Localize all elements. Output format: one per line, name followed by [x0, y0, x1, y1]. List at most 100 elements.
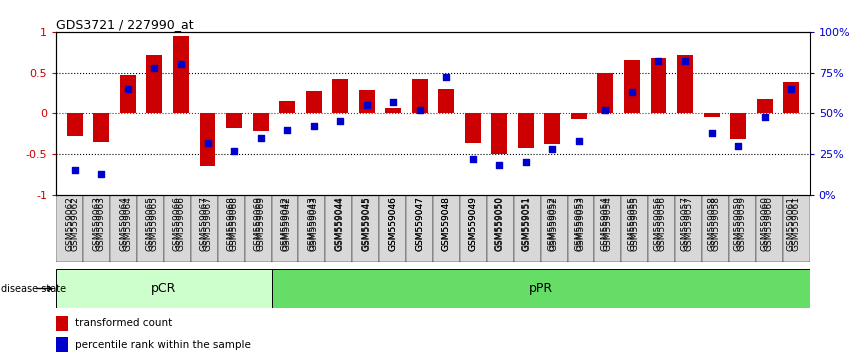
- Bar: [56, 269, 272, 308]
- Point: [466, 156, 480, 162]
- Bar: [433, 195, 460, 262]
- Bar: [567, 195, 594, 262]
- Text: GSM559066: GSM559066: [173, 196, 182, 251]
- Bar: [217, 195, 245, 262]
- Point: [227, 148, 241, 154]
- Bar: [465, 113, 481, 143]
- Bar: [571, 113, 587, 119]
- Text: GSM559044: GSM559044: [334, 196, 343, 251]
- Text: GSM559063: GSM559063: [92, 196, 101, 251]
- Bar: [359, 91, 375, 113]
- Point: [625, 89, 639, 95]
- Bar: [94, 113, 109, 142]
- Bar: [352, 195, 379, 262]
- Point: [705, 130, 719, 136]
- Text: GSM559057: GSM559057: [681, 196, 689, 251]
- Text: GSM559049: GSM559049: [469, 196, 478, 251]
- Bar: [173, 36, 189, 113]
- Bar: [594, 195, 621, 262]
- Text: GSM559061: GSM559061: [792, 196, 801, 251]
- Text: GSM559051: GSM559051: [521, 196, 530, 251]
- Text: GSM559042: GSM559042: [282, 196, 292, 251]
- Bar: [56, 316, 68, 331]
- Bar: [598, 73, 613, 113]
- Point: [413, 107, 427, 113]
- Bar: [491, 113, 507, 154]
- Bar: [460, 195, 487, 262]
- Bar: [411, 79, 428, 113]
- Bar: [110, 195, 137, 262]
- Text: GSM559045: GSM559045: [362, 196, 372, 251]
- Text: GSM559065: GSM559065: [146, 196, 155, 251]
- Text: GSM559057: GSM559057: [684, 196, 693, 251]
- Bar: [306, 91, 321, 113]
- Bar: [703, 113, 720, 118]
- Bar: [191, 195, 217, 262]
- Bar: [279, 101, 295, 113]
- Text: percentile rank within the sample: percentile rank within the sample: [75, 339, 251, 350]
- Text: GSM559058: GSM559058: [707, 196, 716, 251]
- Text: GSM559056: GSM559056: [657, 196, 666, 251]
- Bar: [299, 195, 326, 262]
- Bar: [540, 195, 567, 262]
- Text: GSM559053: GSM559053: [574, 196, 584, 251]
- Point: [359, 102, 373, 108]
- Text: GSM559043: GSM559043: [307, 196, 316, 251]
- Text: GSM559052: GSM559052: [548, 196, 557, 251]
- Bar: [487, 195, 514, 262]
- Text: pCR: pCR: [152, 282, 177, 295]
- Bar: [756, 195, 783, 262]
- Text: GSM559069: GSM559069: [254, 196, 262, 251]
- Text: GSM559058: GSM559058: [711, 196, 720, 251]
- Bar: [729, 195, 756, 262]
- Bar: [333, 79, 348, 113]
- Text: GSM559067: GSM559067: [200, 196, 209, 251]
- Bar: [624, 61, 640, 113]
- Point: [254, 135, 268, 141]
- Text: GSM559047: GSM559047: [415, 196, 424, 251]
- Point: [121, 86, 135, 92]
- Text: GSM559065: GSM559065: [150, 196, 159, 251]
- Text: disease state: disease state: [1, 284, 67, 293]
- Text: GSM559048: GSM559048: [442, 196, 451, 251]
- Text: GSM559049: GSM559049: [469, 196, 477, 251]
- Text: GSM559067: GSM559067: [203, 196, 212, 251]
- Point: [333, 119, 347, 124]
- Point: [758, 114, 772, 119]
- Bar: [649, 195, 675, 262]
- Bar: [67, 113, 83, 136]
- Text: transformed count: transformed count: [75, 318, 172, 329]
- Point: [94, 171, 108, 176]
- Text: GSM559069: GSM559069: [256, 196, 265, 251]
- Bar: [514, 195, 540, 262]
- Point: [493, 162, 507, 168]
- Text: GSM559060: GSM559060: [760, 196, 769, 251]
- Text: GSM559055: GSM559055: [630, 196, 639, 251]
- Bar: [518, 113, 533, 148]
- Bar: [730, 113, 746, 139]
- Text: GSM559061: GSM559061: [786, 196, 796, 251]
- Point: [651, 58, 665, 64]
- Text: GSM559059: GSM559059: [738, 196, 747, 251]
- Bar: [379, 195, 406, 262]
- Bar: [226, 113, 242, 128]
- Text: GDS3721 / 227990_at: GDS3721 / 227990_at: [56, 18, 194, 31]
- Text: GSM559050: GSM559050: [494, 196, 504, 251]
- Text: GSM559047: GSM559047: [415, 196, 424, 251]
- Text: GSM559043: GSM559043: [309, 196, 318, 251]
- Text: GSM559060: GSM559060: [765, 196, 774, 251]
- Bar: [622, 195, 649, 262]
- Bar: [56, 337, 68, 352]
- Bar: [650, 58, 667, 113]
- Point: [386, 99, 400, 105]
- Point: [174, 62, 188, 67]
- Text: GSM559054: GSM559054: [601, 196, 610, 251]
- Text: GSM559053: GSM559053: [577, 196, 585, 251]
- Bar: [406, 195, 433, 262]
- Text: GSM559059: GSM559059: [734, 196, 742, 251]
- Text: GSM559068: GSM559068: [229, 196, 238, 251]
- Bar: [385, 108, 401, 113]
- Point: [519, 159, 533, 165]
- Point: [678, 58, 692, 64]
- Point: [598, 107, 612, 113]
